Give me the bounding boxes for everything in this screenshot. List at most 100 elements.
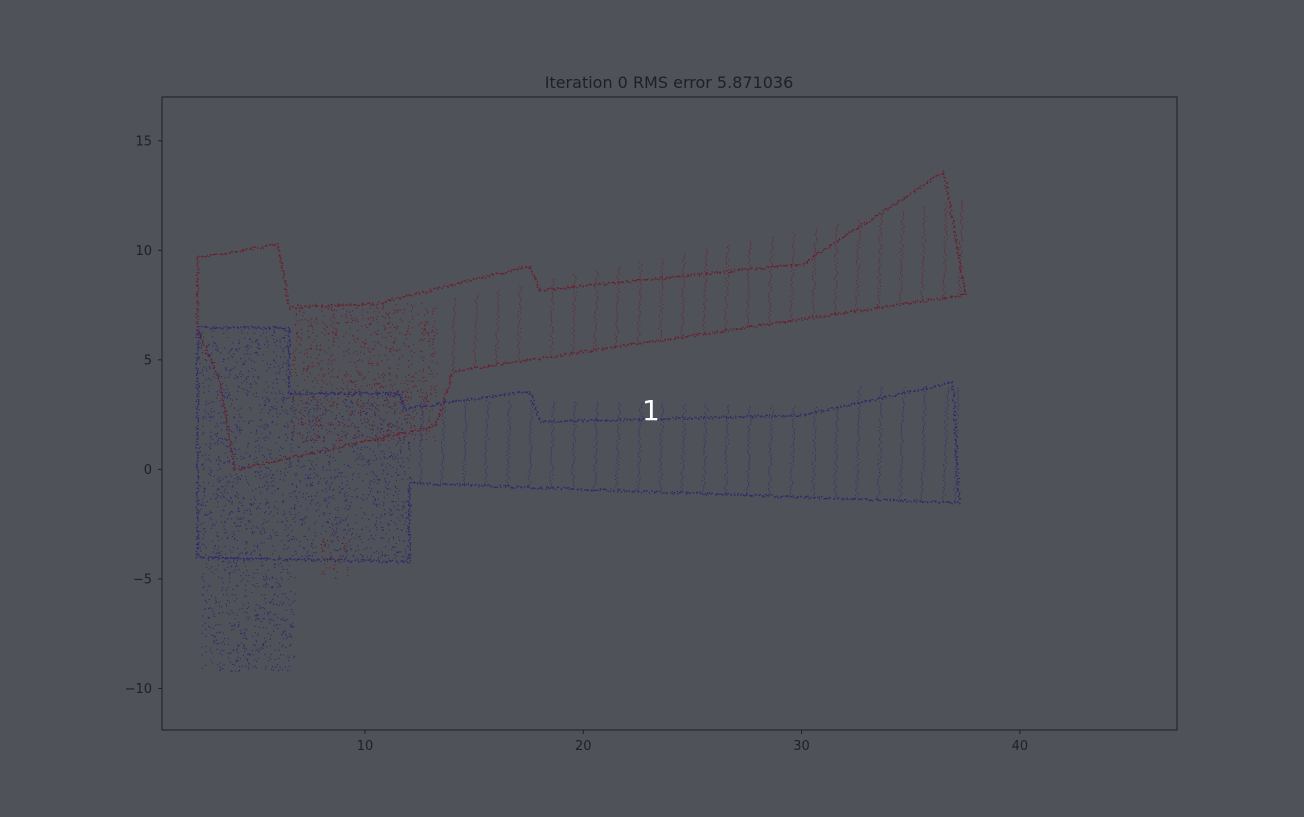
point [216, 493, 218, 495]
point [314, 377, 316, 379]
point [333, 498, 335, 500]
point [231, 551, 233, 553]
point [691, 334, 694, 336]
point [198, 287, 200, 289]
point [328, 368, 330, 370]
point [519, 331, 521, 333]
point [284, 475, 286, 477]
point [412, 381, 414, 383]
point [296, 473, 298, 475]
point [225, 421, 228, 423]
point [681, 326, 682, 328]
point [902, 253, 904, 255]
point [315, 546, 317, 548]
point [285, 330, 287, 332]
point [284, 281, 286, 283]
point [281, 270, 283, 272]
point [726, 294, 728, 296]
point [326, 410, 328, 412]
point [212, 362, 214, 364]
point [683, 286, 685, 288]
point [775, 321, 777, 324]
point [296, 320, 298, 322]
point [233, 533, 235, 535]
point [227, 337, 229, 339]
point [311, 325, 313, 327]
point [790, 309, 792, 311]
point [278, 487, 280, 489]
point [332, 368, 334, 370]
point [882, 306, 884, 308]
point [219, 253, 221, 255]
point [326, 455, 328, 457]
point [701, 273, 703, 275]
point [316, 421, 318, 423]
point [836, 266, 838, 268]
point [661, 313, 663, 315]
point [290, 450, 292, 452]
point [411, 380, 413, 382]
point [791, 320, 793, 322]
point [535, 278, 537, 280]
point [300, 307, 302, 309]
point [377, 394, 379, 396]
point [319, 452, 321, 454]
point [360, 410, 362, 412]
point [289, 407, 291, 409]
point [704, 331, 706, 332]
point [355, 442, 357, 444]
point [262, 360, 264, 362]
point [282, 350, 284, 352]
point [352, 478, 354, 480]
point [249, 420, 251, 422]
point [218, 546, 220, 548]
point [793, 250, 794, 252]
point [260, 335, 262, 337]
point [216, 432, 218, 434]
point [237, 479, 239, 481]
point [381, 303, 383, 305]
point [284, 288, 286, 290]
point [724, 326, 726, 327]
point [761, 268, 763, 270]
point [845, 233, 847, 235]
point [202, 341, 204, 343]
point [690, 273, 692, 275]
point [835, 234, 837, 236]
point [748, 277, 750, 279]
point [519, 360, 521, 363]
point [506, 362, 508, 365]
point [398, 433, 400, 436]
point [339, 446, 341, 448]
point [795, 320, 797, 322]
point [362, 318, 364, 320]
point [822, 249, 824, 251]
point [639, 333, 641, 334]
point [900, 277, 902, 279]
point [662, 278, 664, 279]
point [550, 314, 552, 315]
point [388, 316, 390, 318]
point [371, 428, 373, 430]
point [334, 577, 336, 579]
point [429, 288, 431, 290]
point [398, 401, 400, 403]
point [301, 523, 303, 525]
point [475, 345, 476, 347]
point [258, 486, 260, 488]
point [324, 323, 326, 325]
point [303, 389, 305, 391]
point [962, 237, 963, 239]
point [284, 280, 286, 282]
point [367, 459, 369, 461]
point [723, 331, 725, 333]
point [903, 302, 905, 304]
point [595, 328, 597, 330]
point [571, 327, 573, 329]
point [250, 338, 252, 340]
point [944, 240, 946, 242]
point [295, 307, 298, 309]
point [210, 379, 212, 381]
point [306, 401, 308, 403]
point [245, 543, 247, 545]
